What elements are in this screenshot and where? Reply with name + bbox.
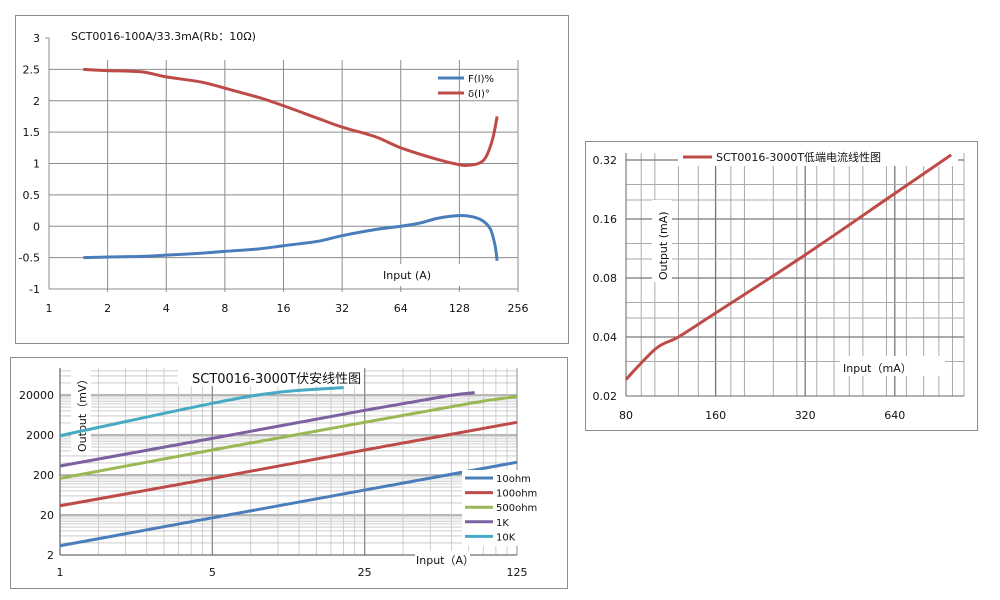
y-tick-label: 0.04 [593, 331, 618, 344]
x-tick-label: 4 [163, 302, 170, 315]
y-tick-label: 1.5 [23, 126, 41, 139]
chart-title: SCT0016-100A/33.3mA(Rb：10Ω) [71, 30, 256, 43]
y-tick-label: 0.16 [593, 213, 618, 226]
x-tick-label: 128 [449, 302, 470, 315]
legend-bg [678, 146, 958, 166]
series-line-0 [624, 153, 953, 381]
legend-label: SCT0016-3000T低端电流线性图 [716, 150, 881, 164]
x-tick-label: 25 [358, 566, 372, 579]
x-tick-label: 16 [277, 302, 291, 315]
ylabel-bg [652, 200, 672, 282]
x-tick-label: 2 [104, 302, 111, 315]
chart-sct0016-3000t-low-current: 0.02 0.04 0.08 0.16 0.32 80 160 320 640 Output (… [585, 141, 978, 431]
grid [45, 37, 519, 292]
legend-label-delta: δ(I)° [468, 89, 490, 100]
y-tick-label: 0 [33, 220, 40, 233]
x-tick-label: 256 [508, 302, 529, 315]
legend: 10ohm 100ohm 500ohm 1K 10K [465, 474, 537, 543]
y-tick-label: 1 [33, 158, 40, 171]
series-lines [83, 67, 499, 261]
x-tick-label: 125 [507, 566, 528, 579]
y-tick-label: -0.5 [19, 252, 40, 265]
legend-label-500ohm: 500ohm [496, 503, 537, 514]
series-line-1 [83, 67, 499, 168]
y-tick-label: 0.5 [23, 189, 41, 202]
chart-panel [15, 15, 569, 344]
x-axis-label: Input (A) [383, 269, 431, 282]
chart-title: SCT0016-3000T伏安线性图 [192, 372, 361, 387]
title-bg [67, 26, 262, 44]
chart-sct0016-3000t-va: 2 20 200 2000 20000 1 5 25 125 SCT0016-3000T伏安线性… [10, 357, 568, 589]
x-axis-label: Input（mA） [843, 362, 912, 375]
chart-panel [585, 141, 978, 431]
axis-ticks: 0.02 0.04 0.08 0.16 0.32 80 160 320 640 [593, 154, 906, 422]
legend-label-f: F(I)% [468, 74, 494, 85]
y-tick-label: 3 [33, 32, 40, 45]
legend-label-10ohm: 10ohm [496, 474, 531, 485]
y-tick-label: 2 [33, 95, 40, 108]
x-tick-label: 32 [335, 302, 349, 315]
series-line-100ohm [59, 420, 518, 508]
xlabel-bg [840, 356, 945, 376]
xlabel-bg [415, 551, 470, 569]
x-tick-label: 5 [209, 566, 216, 579]
series-line-500ohm [59, 395, 518, 480]
y-axis-label: Output（mV） [76, 374, 89, 452]
y-tick-label: 2 [47, 549, 54, 562]
y-tick-label: 2.5 [23, 63, 41, 76]
y-tick-label: 0.02 [593, 390, 618, 403]
y-tick-label: 0.32 [593, 154, 618, 167]
series-lines [624, 153, 953, 381]
legend-label-100ohm: 100ohm [496, 489, 537, 500]
chart-sct0016-100a: -1 -0.5 0 0.5 1 1.5 2 2.5 3 1 2 4 8 16 32 64 128 256 SCT0… [15, 15, 569, 344]
series-lines [59, 386, 518, 548]
grid [625, 153, 965, 397]
x-tick-label: 640 [884, 409, 905, 422]
legend: F(I)% δ(I)° [438, 74, 494, 100]
y-tick-label: 200 [33, 469, 54, 482]
x-tick-label: 160 [705, 409, 726, 422]
series-line-0 [83, 214, 499, 261]
series-line-10ohm [59, 460, 518, 548]
x-tick-label: 80 [619, 409, 633, 422]
axis-ticks: -1 -0.5 0 0.5 1 1.5 2 2.5 3 1 2 4 8 16 32 64 128 256 [19, 32, 529, 315]
series-line-1K [59, 391, 475, 468]
x-axis-label: Input（A） [416, 554, 474, 567]
x-tick-label: 1 [46, 302, 53, 315]
y-tick-label: 2000 [26, 429, 54, 442]
y-tick-label: -1 [29, 283, 40, 296]
xlabel-bg [357, 264, 517, 286]
axis-ticks: 2 20 200 2000 20000 1 5 25 125 [19, 389, 528, 579]
series-line-10K [59, 386, 344, 438]
y-axis-label: Output (mA) [657, 211, 670, 280]
x-tick-label: 8 [221, 302, 228, 315]
y-tick-label: 20000 [19, 389, 54, 402]
x-tick-label: 1 [57, 566, 64, 579]
legend-label-10K: 10K [496, 532, 516, 543]
x-tick-label: 64 [394, 302, 408, 315]
title-bg [178, 366, 363, 386]
x-tick-label: 320 [795, 409, 816, 422]
y-tick-label: 20 [40, 509, 54, 522]
legend-label-1K: 1K [496, 518, 509, 529]
y-tick-label: 0.08 [593, 272, 618, 285]
